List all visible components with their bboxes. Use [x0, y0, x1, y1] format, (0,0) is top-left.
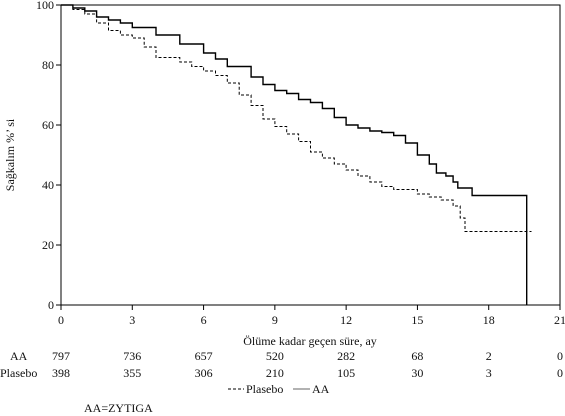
risk-cell: 210: [266, 366, 284, 380]
series-line-aa: [61, 4, 528, 305]
risk-row-label-aa: AA: [10, 349, 28, 363]
x-tick-label: 0: [58, 313, 64, 327]
x-tick-label: 15: [411, 313, 423, 327]
x-axis-label: Ölüme kadar geçen süre, ay: [243, 334, 377, 348]
x-tick-label: 3: [129, 313, 135, 327]
risk-cell: 2: [486, 349, 492, 363]
x-tick-label: 21: [554, 313, 565, 327]
legend-label-plasebo: Plasebo: [246, 382, 283, 396]
risk-cell: 520: [266, 349, 284, 363]
x-tick-label: 12: [340, 313, 352, 327]
risk-cell: 3: [486, 366, 492, 380]
risk-cell: 355: [123, 366, 141, 380]
risk-cell: 68: [411, 349, 423, 363]
plot-frame: [60, 4, 561, 306]
footnote: AA=ZYTIGA: [84, 401, 153, 415]
series-line-plasebo: [61, 4, 532, 232]
y-axis-label: Sağkalım %’ si: [3, 118, 17, 191]
y-tick-label: 40: [42, 178, 54, 192]
risk-cell: 30: [411, 366, 423, 380]
risk-cell: 306: [195, 366, 213, 380]
legend: Plasebo AA: [228, 382, 330, 396]
axis-ticks: 0 3 6 9 12 15 18 21 0 20 40 60 80 100: [36, 0, 565, 327]
risk-cell: 398: [52, 366, 70, 380]
legend-label-aa: AA: [312, 382, 330, 396]
y-tick-label: 0: [48, 298, 54, 312]
y-tick-label: 80: [42, 58, 54, 72]
risk-cell: 736: [123, 349, 141, 363]
risk-row-label-plasebo: Plasebo: [0, 366, 37, 380]
risk-cell: 0: [557, 366, 563, 380]
risk-cell: 0: [557, 349, 563, 363]
x-tick-label: 6: [201, 313, 207, 327]
y-tick-label: 60: [42, 118, 54, 132]
risk-cell: 282: [337, 349, 355, 363]
survival-curves: [61, 4, 532, 305]
risk-cell: 105: [337, 366, 355, 380]
risk-cell: 797: [52, 349, 70, 363]
y-tick-label: 20: [42, 238, 54, 252]
risk-cell: 657: [195, 349, 213, 363]
x-tick-label: 18: [483, 313, 495, 327]
y-tick-label: 100: [36, 0, 54, 12]
x-tick-label: 9: [272, 313, 278, 327]
